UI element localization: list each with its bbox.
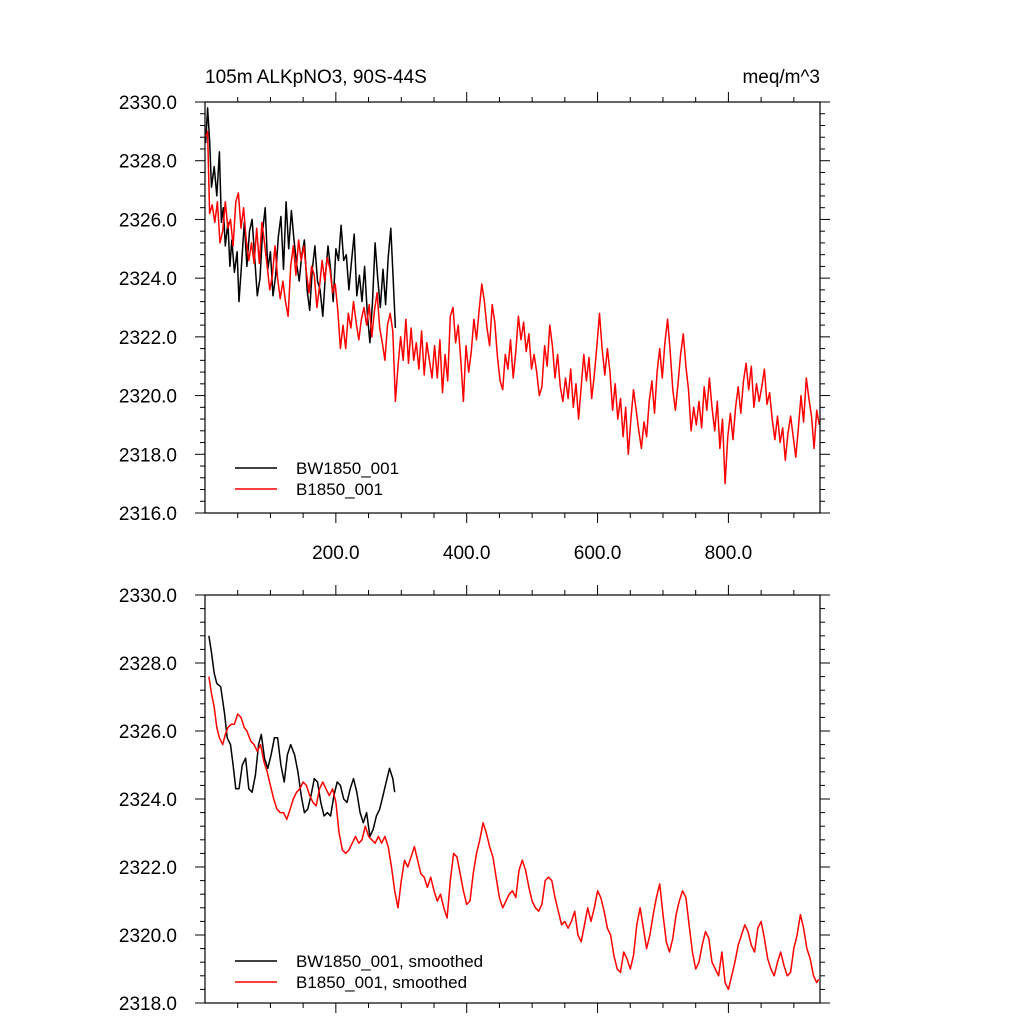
y-tick-label: 2328.0 bbox=[119, 152, 177, 173]
x-tick-label: 800.0 bbox=[705, 543, 753, 564]
y-tick-label: 2316.0 bbox=[119, 504, 177, 525]
x-tick-label: 600.0 bbox=[574, 543, 622, 564]
panel-title-right: meq/m^3 bbox=[742, 67, 820, 88]
bottom-panel: 2318.0 2320.0 2322.0 2324.0 2326.0 2328.0 2330… bbox=[119, 585, 830, 1015]
series-line-bw1850-001 bbox=[208, 635, 396, 838]
series-line-b1850-001 bbox=[204, 130, 821, 485]
y-tick-label: 2326.0 bbox=[119, 722, 177, 743]
panel-title-left: 105m ALKpNO3, 90S-44S bbox=[205, 67, 427, 88]
y-tick-label: 2330.0 bbox=[119, 93, 177, 114]
x-tick-label: 400.0 bbox=[443, 543, 491, 564]
y-tick-label: 2324.0 bbox=[119, 790, 177, 811]
y-tick-label: 2320.0 bbox=[119, 926, 177, 947]
plot-frame bbox=[204, 594, 821, 1004]
legend-label: B1850_001, smoothed bbox=[296, 973, 467, 992]
y-tick-label: 2322.0 bbox=[119, 858, 177, 879]
plot-frame bbox=[204, 101, 821, 514]
series-line-bw1850-001 bbox=[204, 107, 397, 344]
y-tick-label: 2322.0 bbox=[119, 328, 177, 349]
y-tick-label: 2318.0 bbox=[119, 445, 177, 466]
y-tick-label: 2324.0 bbox=[119, 269, 177, 290]
series-line-b1850-001 bbox=[208, 676, 820, 991]
y-tick-label: 2320.0 bbox=[119, 387, 177, 408]
x-tick-label: 200.0 bbox=[312, 543, 360, 564]
legend-label: BW1850_001 bbox=[296, 459, 399, 478]
y-tick-label: 2328.0 bbox=[119, 654, 177, 675]
legend-label: B1850_001 bbox=[296, 480, 383, 499]
top-panel: 105m ALKpNO3, 90S-44S meq/m^3 200.0 400.0… bbox=[119, 67, 830, 564]
y-tick-label: 2326.0 bbox=[119, 210, 177, 231]
legend-label: BW1850_001, smoothed bbox=[296, 952, 483, 971]
y-tick-label: 2330.0 bbox=[119, 586, 177, 607]
y-tick-label: 2318.0 bbox=[119, 994, 177, 1015]
